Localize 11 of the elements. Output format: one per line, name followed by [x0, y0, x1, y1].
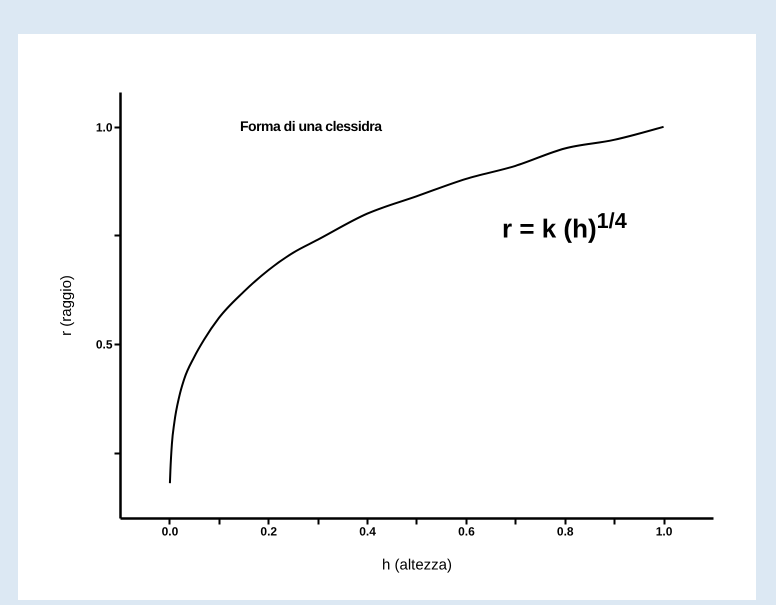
x-tick-label: 0.0	[162, 524, 179, 538]
x-tick-label: 0.2	[260, 524, 278, 538]
x-tick-label: 0.8	[556, 524, 574, 538]
x-tick-label: 0.4	[359, 524, 376, 538]
y-axis-title: r (raggio)	[58, 275, 75, 336]
x-axis-title: h (altezza)	[382, 556, 452, 574]
annotation: Forma di una clessidra	[240, 118, 382, 134]
y-tick-label: 0.5	[96, 338, 113, 352]
x-tick-label: 1.0	[656, 524, 673, 538]
annotation: r = k (h)$^{1/4}$	[502, 208, 627, 245]
x-tick-label: 0.6	[458, 524, 476, 538]
